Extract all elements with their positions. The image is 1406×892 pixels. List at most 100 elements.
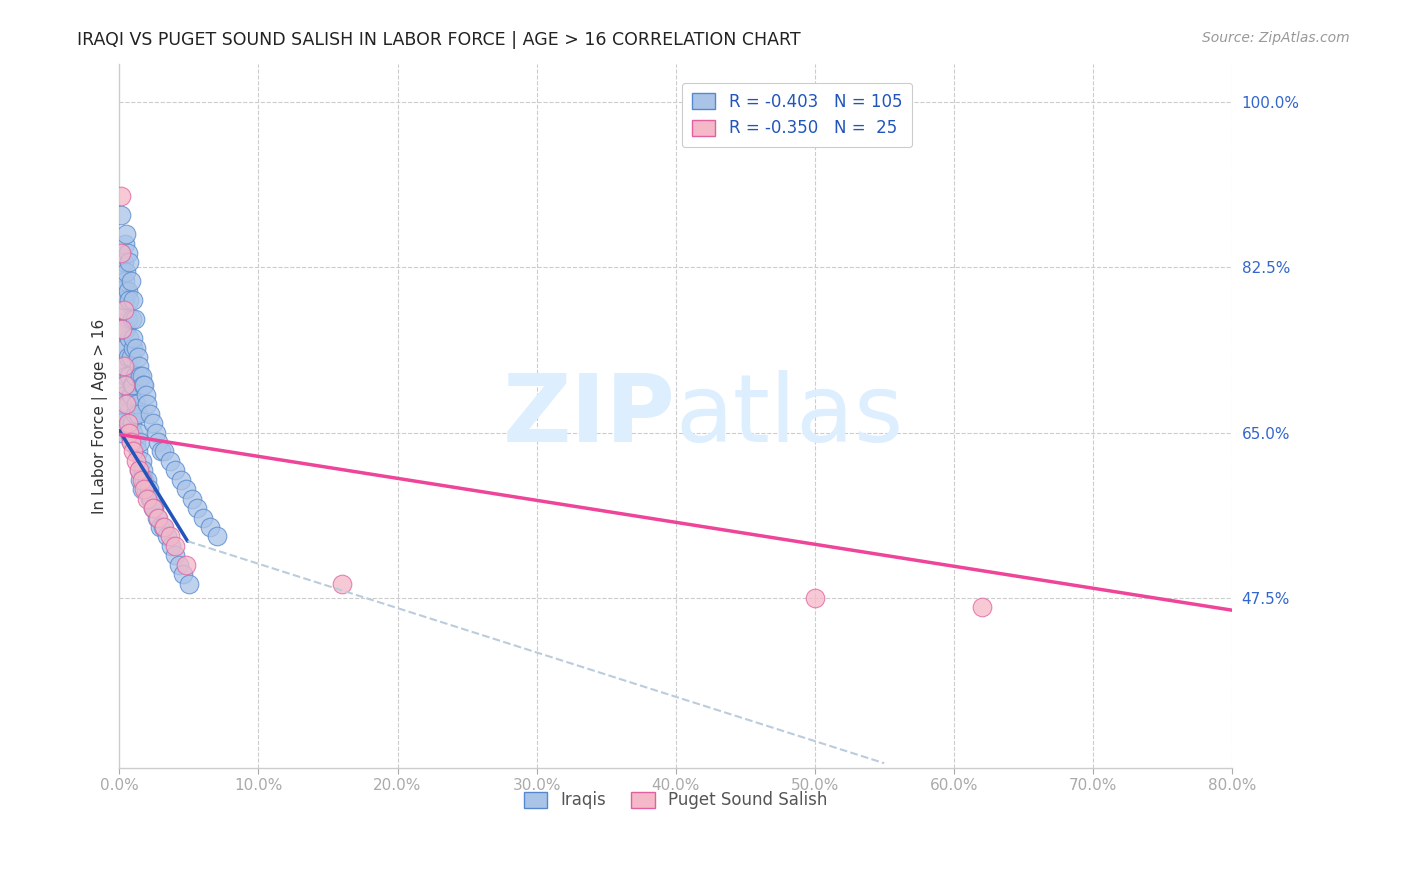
Point bbox=[121, 378, 143, 392]
Point bbox=[134, 378, 156, 392]
Point bbox=[120, 350, 142, 364]
Point bbox=[159, 454, 181, 468]
Point bbox=[128, 425, 150, 440]
Point bbox=[125, 434, 148, 449]
Point bbox=[111, 321, 134, 335]
Point bbox=[114, 274, 136, 288]
Point bbox=[122, 331, 145, 345]
Point bbox=[120, 434, 142, 449]
Point bbox=[153, 520, 176, 534]
Point bbox=[120, 434, 142, 449]
Point bbox=[129, 434, 152, 449]
Point bbox=[129, 368, 152, 383]
Point bbox=[136, 397, 159, 411]
Point bbox=[121, 312, 143, 326]
Point bbox=[118, 293, 141, 308]
Point bbox=[125, 454, 148, 468]
Point bbox=[134, 482, 156, 496]
Point bbox=[121, 416, 143, 430]
Point bbox=[131, 482, 153, 496]
Point bbox=[110, 416, 132, 430]
Point bbox=[112, 255, 135, 269]
Point bbox=[169, 473, 191, 487]
Point bbox=[141, 491, 163, 506]
Point bbox=[134, 473, 156, 487]
Point bbox=[111, 397, 134, 411]
Point bbox=[112, 407, 135, 421]
Point bbox=[970, 600, 993, 615]
Point bbox=[118, 368, 141, 383]
Point bbox=[145, 425, 167, 440]
Point bbox=[136, 473, 159, 487]
Point bbox=[146, 510, 169, 524]
Point bbox=[117, 416, 139, 430]
Point bbox=[127, 350, 149, 364]
Point bbox=[118, 255, 141, 269]
Point bbox=[205, 529, 228, 543]
Point bbox=[117, 397, 139, 411]
Point bbox=[160, 539, 183, 553]
Point bbox=[142, 501, 165, 516]
Point bbox=[110, 208, 132, 222]
Point bbox=[117, 312, 139, 326]
Point bbox=[111, 425, 134, 440]
Point bbox=[115, 368, 138, 383]
Point bbox=[125, 341, 148, 355]
Text: atlas: atlas bbox=[676, 370, 904, 462]
Point bbox=[142, 501, 165, 516]
Point bbox=[110, 284, 132, 298]
Point bbox=[110, 321, 132, 335]
Point bbox=[114, 293, 136, 308]
Point bbox=[148, 434, 170, 449]
Text: Source: ZipAtlas.com: Source: ZipAtlas.com bbox=[1202, 31, 1350, 45]
Point bbox=[148, 510, 170, 524]
Point bbox=[115, 227, 138, 241]
Point bbox=[115, 284, 138, 298]
Point bbox=[174, 558, 197, 572]
Point bbox=[127, 407, 149, 421]
Point bbox=[128, 463, 150, 477]
Text: ZIP: ZIP bbox=[503, 370, 676, 462]
Text: IRAQI VS PUGET SOUND SALISH IN LABOR FORCE | AGE > 16 CORRELATION CHART: IRAQI VS PUGET SOUND SALISH IN LABOR FOR… bbox=[77, 31, 801, 49]
Point bbox=[112, 293, 135, 308]
Point bbox=[132, 463, 155, 477]
Point bbox=[122, 444, 145, 458]
Point bbox=[111, 265, 134, 279]
Point bbox=[122, 341, 145, 355]
Point bbox=[118, 331, 141, 345]
Point bbox=[122, 378, 145, 392]
Point bbox=[114, 378, 136, 392]
Point bbox=[122, 293, 145, 308]
Point bbox=[191, 510, 214, 524]
Point bbox=[159, 529, 181, 543]
Point bbox=[165, 549, 187, 563]
Point bbox=[110, 246, 132, 260]
Point bbox=[165, 463, 187, 477]
Point bbox=[118, 425, 141, 440]
Point bbox=[180, 491, 202, 506]
Point bbox=[120, 274, 142, 288]
Y-axis label: In Labor Force | Age > 16: In Labor Force | Age > 16 bbox=[93, 318, 108, 514]
Point bbox=[124, 368, 146, 383]
Point bbox=[131, 454, 153, 468]
Point bbox=[112, 359, 135, 374]
Point bbox=[149, 520, 172, 534]
Point bbox=[153, 444, 176, 458]
Point bbox=[165, 539, 187, 553]
Point bbox=[115, 265, 138, 279]
Point bbox=[139, 407, 162, 421]
Point bbox=[114, 341, 136, 355]
Point bbox=[110, 189, 132, 203]
Point bbox=[132, 378, 155, 392]
Point bbox=[129, 473, 152, 487]
Point bbox=[110, 246, 132, 260]
Point bbox=[138, 482, 160, 496]
Point bbox=[186, 501, 208, 516]
Point bbox=[110, 397, 132, 411]
Point bbox=[198, 520, 221, 534]
Point bbox=[131, 368, 153, 383]
Point bbox=[143, 501, 166, 516]
Point bbox=[124, 312, 146, 326]
Point bbox=[803, 591, 825, 605]
Point bbox=[118, 416, 141, 430]
